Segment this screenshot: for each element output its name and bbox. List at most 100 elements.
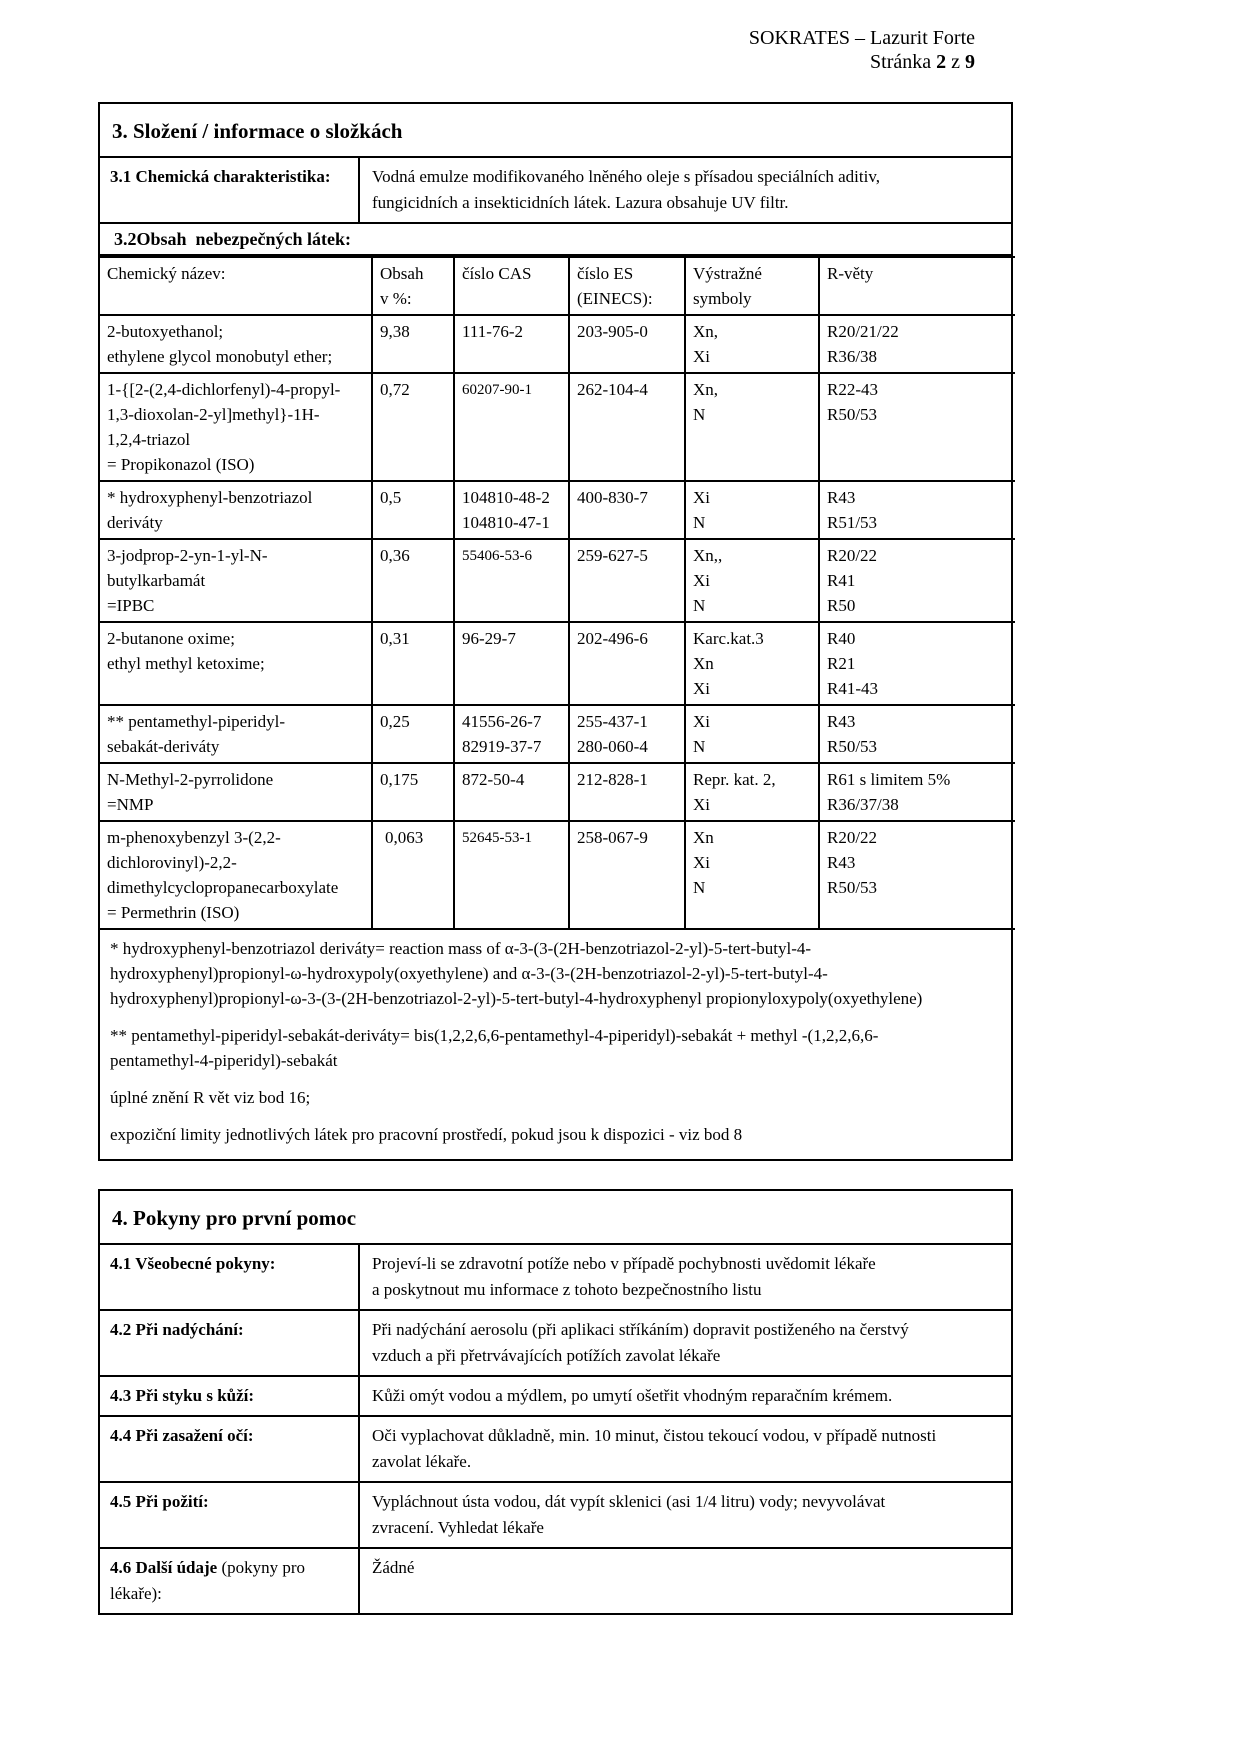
row-4-6-label-suffix: (pokyny pro lékaře):: [110, 1558, 306, 1603]
row-4-3-value: Kůži omýt vodou a mýdlem, po umytí ošetř…: [372, 1386, 893, 1405]
cell-cas-number: 872-50-4: [453, 762, 570, 822]
column-header-warning-symbols: Výstražné symboly: [684, 256, 820, 316]
row-3-1-label: 3.1 Chemická charakteristika:: [100, 158, 360, 222]
row-4-2-label: 4.2 Při nadýchání:: [100, 1311, 360, 1375]
cell-es-number: 255-437-1 280-060-4: [568, 704, 686, 764]
cell-r-phrases: R61 s limitem 5% R36/37/38: [818, 762, 1015, 822]
cell-r-phrases: R20/21/22 R36/38: [818, 314, 1015, 374]
table-header-row: Chemický název: Obsah v %: číslo CAS čís…: [100, 256, 1015, 316]
cell-cas-number: 96-29-7: [453, 621, 570, 706]
footnote-benzotriazol-derivatives: * hydroxyphenyl-benzotriazol deriváty= r…: [110, 939, 923, 1008]
cell-es-number: 212-828-1: [568, 762, 686, 822]
column-header-content-percent: Obsah v %:: [371, 256, 455, 316]
cell-warning-symbols: Xi N: [684, 480, 820, 540]
column-header-cas-number: číslo CAS: [453, 256, 570, 316]
cell-warning-symbols: Xn, N: [684, 372, 820, 482]
cell-warning-symbols: Xn Xi N: [684, 820, 820, 930]
document-header: SOKRATES – Lazurit Forte Stránka 2 z 9: [0, 0, 1240, 74]
cell-warning-symbols: Repr. kat. 2, Xi: [684, 762, 820, 822]
cell-warning-symbols: Karc.kat.3 Xn Xi: [684, 621, 820, 706]
cell-r-phrases: R20/22 R43 R50/53: [818, 820, 1015, 930]
cell-es-number: 400-830-7: [568, 480, 686, 540]
cell-content-percent: 0,72: [371, 372, 455, 482]
row-4-5-value: Vypláchnout ústa vodou, dát vypít skleni…: [372, 1492, 886, 1537]
row-3-1-value: Vodná emulze modifikovaného lněného olej…: [372, 167, 880, 212]
table-row: m-phenoxybenzyl 3-(2,2- dichlorovinyl)-2…: [100, 820, 1015, 930]
row-inhalation: 4.2 Při nadýchání: Při nadýchání aerosol…: [100, 1311, 1011, 1377]
cell-cas-number: 104810-48-2 104810-47-1: [453, 480, 570, 540]
section-3-composition: 3. Složení / informace o složkách 3.1 Ch…: [98, 102, 1015, 1161]
row-general-instructions: 4.1 Všeobecné pokyny: Projeví-li se zdra…: [100, 1245, 1011, 1311]
section-4-heading: 4. Pokyny pro první pomoc: [100, 1191, 1011, 1245]
row-ingestion: 4.5 Při požití: Vypláchnout ústa vodou, …: [100, 1483, 1011, 1549]
row-4-4-label: 4.4 Při zasažení očí:: [100, 1417, 360, 1481]
row-4-1-label: 4.1 Všeobecné pokyny:: [100, 1245, 360, 1309]
section-4-first-aid: 4. Pokyny pro první pomoc 4.1 Všeobecné …: [98, 1189, 1013, 1615]
cell-chemical-name: 1-{[2-(2,4-dichlorfenyl)-4-propyl- 1,3-d…: [100, 372, 373, 482]
cell-es-number: 203-905-0: [568, 314, 686, 374]
document-title: SOKRATES – Lazurit Forte: [748, 27, 975, 49]
cell-es-number: 262-104-4: [568, 372, 686, 482]
hazardous-substances-table: Chemický název: Obsah v %: číslo CAS čís…: [100, 256, 1015, 930]
cell-chemical-name: ** pentamethyl-piperidyl- sebakát-derivá…: [100, 704, 373, 764]
cell-content-percent: 0,31: [371, 621, 455, 706]
page-label: Stránka: [870, 51, 937, 73]
cell-es-number: 258-067-9: [568, 820, 686, 930]
note-r-phrases-reference: úplné znění R vět viz bod 16;: [110, 1088, 311, 1107]
cell-r-phrases: R20/22 R41 R50: [818, 538, 1015, 623]
cell-warning-symbols: Xi N: [684, 704, 820, 764]
hazardous-content-heading: 3.2Obsah nebezpečných látek:: [100, 224, 1011, 256]
cell-content-percent: 9,38: [371, 314, 455, 374]
column-header-chemical-name: Chemický název:: [100, 256, 373, 316]
cell-chemical-name: * hydroxyphenyl-benzotriazol deriváty: [100, 480, 373, 540]
cell-cas-number: 60207-90-1: [453, 372, 570, 482]
cell-content-percent: 0,175: [371, 762, 455, 822]
table-row: * hydroxyphenyl-benzotriazol deriváty 0,…: [100, 480, 1015, 540]
note-exposure-limits-reference: expoziční limity jednotlivých látek pro …: [110, 1125, 743, 1144]
cell-r-phrases: R22-43 R50/53: [818, 372, 1015, 482]
row-other-data: 4.6 Další údaje (pokyny pro lékaře): Žád…: [100, 1549, 1011, 1613]
table-row: 1-{[2-(2,4-dichlorfenyl)-4-propyl- 1,3-d…: [100, 372, 1015, 482]
cell-chemical-name: N-Methyl-2-pyrrolidone =NMP: [100, 762, 373, 822]
row-4-6-label-bold: 4.6 Další údaje: [110, 1558, 218, 1577]
row-4-2-value: Při nadýchání aerosolu (při aplikaci stř…: [372, 1320, 909, 1365]
cell-es-number: 202-496-6: [568, 621, 686, 706]
cell-cas-number: 41556-26-7 82919-37-7: [453, 704, 570, 764]
cell-cas-number: 52645-53-1: [453, 820, 570, 930]
table-row: 2-butanone oxime; ethyl methyl ketoxime;…: [100, 621, 1015, 706]
page-total-number: 9: [965, 51, 975, 73]
column-header-r-phrases: R-věty: [818, 256, 1015, 316]
cell-chemical-name: 2-butoxyethanol; ethylene glycol monobut…: [100, 314, 373, 374]
cell-content-percent: 0,25: [371, 704, 455, 764]
cell-cas-number: 55406-53-6: [453, 538, 570, 623]
row-4-6-label: 4.6 Další údaje (pokyny pro lékaře):: [100, 1549, 360, 1613]
page-separator: z: [946, 51, 965, 73]
row-4-3-label: 4.3 Při styku s kůží:: [100, 1377, 360, 1415]
table-footnotes: * hydroxyphenyl-benzotriazol deriváty= r…: [100, 930, 1011, 1159]
table-row: ** pentamethyl-piperidyl- sebakát-derivá…: [100, 704, 1015, 764]
cell-chemical-name: 3-jodprop-2-yn-1-yl-N- butylkarbamát =IP…: [100, 538, 373, 623]
section-3-heading: 3. Složení / informace o složkách: [100, 104, 1011, 158]
cell-content-percent: 0,36: [371, 538, 455, 623]
footnote-sebacate-derivatives: ** pentamethyl-piperidyl-sebakát-derivát…: [110, 1026, 879, 1070]
cell-cas-number: 111-76-2: [453, 314, 570, 374]
row-skin-contact: 4.3 Při styku s kůží: Kůži omýt vodou a …: [100, 1377, 1011, 1417]
row-eye-contact: 4.4 Při zasažení očí: Oči vyplachovat dů…: [100, 1417, 1011, 1483]
row-4-4-value: Oči vyplachovat důkladně, min. 10 minut,…: [372, 1426, 937, 1471]
table-row: 3-jodprop-2-yn-1-yl-N- butylkarbamát =IP…: [100, 538, 1015, 623]
row-4-5-label: 4.5 Při požití:: [100, 1483, 360, 1547]
cell-chemical-name: 2-butanone oxime; ethyl methyl ketoxime;: [100, 621, 373, 706]
cell-r-phrases: R43 R50/53: [818, 704, 1015, 764]
row-chemical-characteristics: 3.1 Chemická charakteristika: Vodná emul…: [100, 158, 1011, 224]
cell-content-percent: 0,063: [371, 820, 455, 930]
cell-es-number: 259-627-5: [568, 538, 686, 623]
cell-warning-symbols: Xn,, Xi N: [684, 538, 820, 623]
cell-content-percent: 0,5: [371, 480, 455, 540]
cell-warning-symbols: Xn, Xi: [684, 314, 820, 374]
column-header-es-number: číslo ES (EINECS):: [568, 256, 686, 316]
page-current-number: 2: [936, 51, 947, 73]
table-row: N-Methyl-2-pyrrolidone =NMP 0,175 872-50…: [100, 762, 1015, 822]
table-row: 2-butoxyethanol; ethylene glycol monobut…: [100, 314, 1015, 374]
page-number-line: Stránka 2 z 9: [0, 50, 975, 74]
